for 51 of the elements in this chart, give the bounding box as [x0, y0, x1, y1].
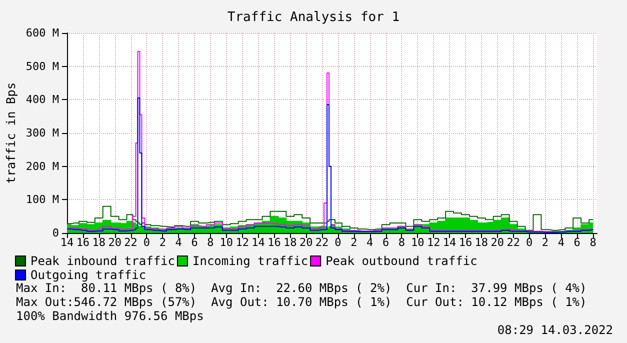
x-tick-label: 4 — [366, 236, 374, 249]
x-tick-label: 0 — [143, 236, 150, 249]
x-tick-label: 20 — [490, 236, 504, 249]
text: Max In: 80.11 MBps ( 8%) Avg In: 22.60 MBps ( 2%) Cur In: 37.99 MBps ( 4%) — [16, 281, 587, 295]
x-tick-label: 2 — [159, 236, 166, 249]
x-tick-label: 18 — [474, 236, 488, 249]
x-tick-label: 18 — [284, 236, 297, 249]
x-tick-label: 8 — [398, 236, 406, 249]
x-tick-label: 14 — [442, 236, 457, 249]
x-tick-label: 12 — [426, 236, 440, 249]
y-tick-label: 200 M — [26, 160, 60, 173]
y-tick-label: 500 M — [26, 60, 60, 73]
x-tick-label: 10 — [411, 236, 424, 249]
x-tick-label: 0 — [334, 236, 342, 249]
y-tick-label: 600 M — [26, 26, 60, 40]
x-tick-label: 14 — [60, 236, 74, 249]
x-tick-label: 20 — [108, 236, 122, 249]
x-tick-label: 18 — [92, 236, 106, 249]
legend-label: Peak outbound traffic — [326, 254, 478, 268]
text: 100% Bandwidth 976.56 MBps — [16, 309, 204, 323]
chart-title: Traffic Analysis for 1 — [227, 10, 400, 25]
x-tick-label: 12 — [236, 236, 249, 249]
x-tick-label: 16 — [268, 236, 281, 249]
legend-label: Incoming traffic — [192, 254, 308, 268]
x-tick-label: 6 — [382, 236, 390, 249]
y-tick-label: 0 — [52, 226, 59, 240]
y-tick-label: 100 M — [26, 193, 60, 206]
x-tick-label: 0 — [526, 236, 533, 249]
x-tick-label: 8 — [207, 236, 214, 249]
legend-label: Outgoing traffic — [30, 268, 146, 282]
x-tick-label: 10 — [220, 236, 234, 249]
x-tick-label: 8 — [590, 236, 596, 249]
y-tick-label: 400 M — [26, 93, 60, 106]
y-axis-title: traffic in Bps — [4, 82, 18, 184]
x-tick-label: 22 — [315, 236, 329, 249]
x-tick-label: 4 — [175, 236, 182, 249]
x-tick-label: 22 — [124, 236, 138, 249]
y-tick-label: 300 M — [26, 126, 60, 140]
x-tick-label: 20 — [299, 236, 313, 249]
x-tick-label: 2 — [350, 236, 358, 249]
x-tick-label: 22 — [506, 236, 520, 249]
x-tick-label: 14 — [252, 236, 266, 249]
x-tick-label: 16 — [458, 236, 472, 249]
x-tick-label: 4 — [558, 236, 565, 249]
legend-label: Peak inbound traffic — [30, 254, 175, 268]
x-tick-label: 2 — [542, 236, 549, 249]
x-tick-label: 16 — [76, 236, 90, 249]
text: 08:29 14.03.2022 — [497, 323, 613, 337]
x-tick-label: 6 — [574, 236, 580, 249]
x-tick-label: 6 — [191, 236, 198, 249]
text: Max Out:546.72 MBps (57%) Avg Out: 10.70 MBps ( 1%) Cur Out: 10.12 MBps ( 1%) — [16, 295, 587, 309]
